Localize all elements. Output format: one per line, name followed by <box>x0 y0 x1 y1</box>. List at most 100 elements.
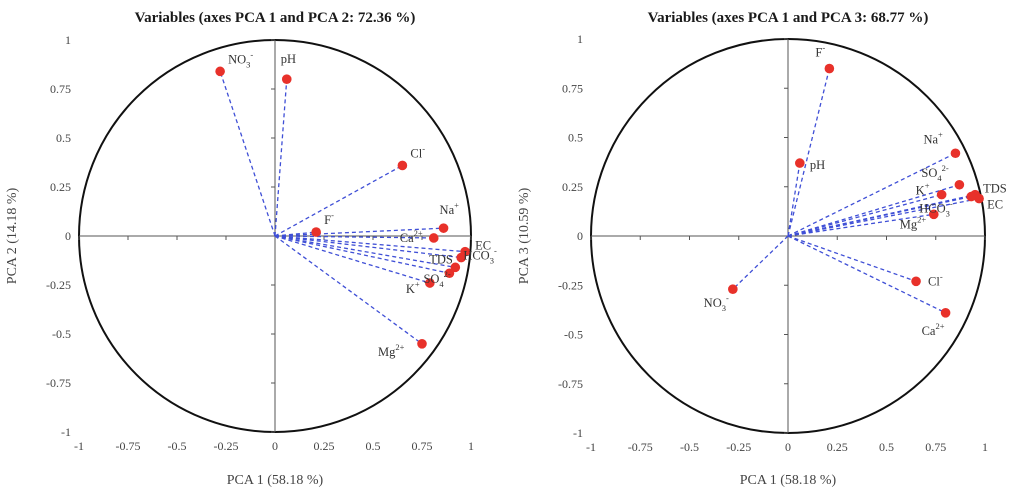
label-naplus: Na+ <box>923 129 943 146</box>
y-tick-label: -0.5 <box>52 327 71 341</box>
x-tick-label: -0.75 <box>116 439 141 453</box>
label-tds: TDS <box>429 253 453 267</box>
label-no3minus: NO3- <box>704 293 729 313</box>
label-hco3minus: HCO3- <box>919 199 953 219</box>
label-ph: pH <box>281 52 296 66</box>
vector-clminus <box>274 164 403 237</box>
point-fminus <box>824 63 835 74</box>
point-no3minus <box>728 284 738 294</box>
y-tick-label: 0 <box>65 229 71 243</box>
vector-ec <box>274 235 466 253</box>
vector-ph <box>787 163 801 237</box>
y-tick-label: 0.5 <box>56 131 71 145</box>
x-tick-label: 0 <box>785 440 791 454</box>
point-naplus <box>950 148 961 159</box>
y-tick-label: -1 <box>61 425 71 439</box>
variable-vectors <box>732 68 980 314</box>
vector-ca2plus <box>274 235 434 239</box>
y-tick-label: -0.75 <box>46 376 71 390</box>
point-ca2plus <box>428 233 439 243</box>
vector-fminus <box>787 68 831 237</box>
label-mg2plus: Mg2+ <box>900 214 927 231</box>
label-clminus: Cl- <box>410 143 425 160</box>
variable-points <box>215 66 470 349</box>
point-ph <box>795 158 805 168</box>
x-tick-label: 0.5 <box>366 439 381 453</box>
x-tick-label: 0.25 <box>827 440 848 454</box>
vector-kplus <box>274 235 431 284</box>
x-tick-label: -0.25 <box>726 440 751 454</box>
y-tick-label: 0.75 <box>562 81 583 95</box>
x-tick-label: 0.25 <box>314 439 335 453</box>
label-so42minus: SO42- <box>423 269 450 289</box>
x-tick-label: -0.5 <box>168 439 187 453</box>
y-axis-ticks: 1 0.75 0.5 0.25 0 -0.25 -0.5 -0.75 -1 <box>558 32 788 440</box>
pca-chart-pc1-pc2: Variables (axes PCA 1 and PCA 2: 72.36 %… <box>5 10 497 488</box>
vector-ph <box>274 79 288 237</box>
vector-so42minus <box>274 235 450 274</box>
y-tick-label: 0.5 <box>568 131 583 145</box>
label-kplus: K+ <box>916 181 930 198</box>
y-tick-label: 0.75 <box>50 82 71 96</box>
label-ca2plus: Ca2+ <box>400 228 423 245</box>
label-so42minus: SO42- <box>921 163 948 183</box>
y-tick-label: 1 <box>577 32 583 46</box>
pca-chart-pc1-pc3: Variables (axes PCA 1 and PCA 3: 68.77 %… <box>517 10 1007 488</box>
y-tick-label: -0.25 <box>558 278 583 292</box>
x-axis-title: PCA 1 (58.18 %) <box>740 473 837 488</box>
label-ec: EC <box>987 198 1003 212</box>
point-clminus <box>397 160 408 171</box>
label-no3minus: NO3- <box>228 49 253 69</box>
y-tick-label: -0.5 <box>564 328 583 342</box>
y-axis-title: PCA 2 (14.18 %) <box>5 187 20 284</box>
point-hco3minus <box>450 262 461 273</box>
label-ph: pH <box>810 158 825 172</box>
x-tick-label: -1 <box>74 439 84 453</box>
y-tick-label: 0 <box>577 229 583 243</box>
variable-labels: F-pH Na+ SO42- TDS K+ EC HCO3-Mg2+ Cl- Ca2+ NO3- <box>704 43 1007 338</box>
x-tick-label: 0.5 <box>879 440 894 454</box>
x-tick-label: 1 <box>982 440 988 454</box>
vector-naplus <box>787 152 956 237</box>
label-ec: EC <box>475 239 491 253</box>
x-tick-label: -0.75 <box>628 440 653 454</box>
label-hco3minus: HCO3- <box>463 245 497 265</box>
vector-clminus <box>787 235 917 282</box>
label-mg2plus: Mg2+ <box>378 342 405 359</box>
x-axis-ticks: -1 -0.75 -0.5 -0.25 0 0.25 0.5 0.75 1 <box>586 236 988 454</box>
label-clminus: Cl- <box>928 271 943 288</box>
x-tick-label: 0.75 <box>412 439 433 453</box>
x-axis-title: PCA 1 (58.18 %) <box>227 473 324 488</box>
point-fminus <box>311 227 321 237</box>
label-ca2plus: Ca2+ <box>922 321 945 338</box>
y-tick-label: -0.75 <box>558 377 583 391</box>
y-tick-label: -0.25 <box>46 278 71 292</box>
point-hco3minus <box>966 191 977 202</box>
vector-hco3minus <box>787 195 972 237</box>
chart-title: Variables (axes PCA 1 and PCA 2: 72.36 %… <box>135 10 416 26</box>
vector-kplus <box>787 194 942 237</box>
point-ec <box>460 246 470 257</box>
x-tick-label: -0.25 <box>214 439 239 453</box>
point-kplus <box>936 189 947 200</box>
vector-so42minus <box>787 184 960 237</box>
label-kplus: K+ <box>406 279 420 296</box>
vector-naplus <box>274 227 444 237</box>
variable-vectors <box>219 71 466 345</box>
point-ec <box>974 193 984 204</box>
vector-no3minus <box>732 235 789 290</box>
point-ca2plus <box>940 308 951 318</box>
chart-title: Variables (axes PCA 1 and PCA 3: 68.77 %… <box>648 10 929 26</box>
y-tick-label: -1 <box>573 426 583 440</box>
y-tick-label: 0.25 <box>50 180 71 194</box>
point-mg2plus <box>928 209 939 220</box>
point-naplus <box>438 223 449 233</box>
label-fminus: F- <box>815 43 825 60</box>
x-tick-label: 0 <box>272 439 278 453</box>
vector-mg2plus <box>787 213 934 237</box>
vector-ca2plus <box>787 235 946 314</box>
label-tds: TDS <box>983 182 1007 196</box>
point-so42minus <box>954 179 965 190</box>
y-tick-label: 0.25 <box>562 180 583 194</box>
